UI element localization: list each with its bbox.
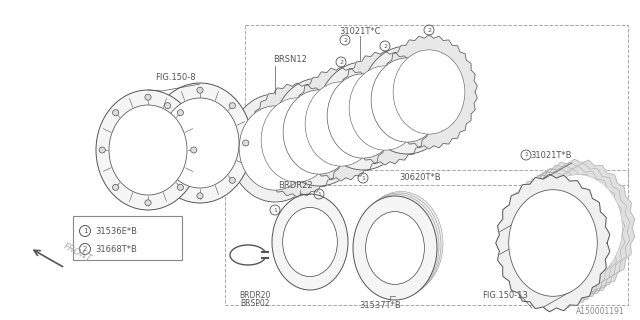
Ellipse shape bbox=[366, 204, 432, 285]
Ellipse shape bbox=[519, 184, 607, 290]
Ellipse shape bbox=[177, 184, 184, 190]
Text: 31536E*B: 31536E*B bbox=[95, 227, 137, 236]
Ellipse shape bbox=[261, 98, 333, 182]
Ellipse shape bbox=[145, 200, 151, 206]
Ellipse shape bbox=[509, 190, 597, 296]
Text: 31021T*B: 31021T*B bbox=[530, 150, 572, 159]
Text: BRDR20: BRDR20 bbox=[239, 291, 271, 300]
Ellipse shape bbox=[524, 181, 612, 287]
Ellipse shape bbox=[197, 193, 203, 199]
Ellipse shape bbox=[283, 207, 337, 276]
Ellipse shape bbox=[327, 74, 399, 158]
Ellipse shape bbox=[353, 196, 437, 300]
Polygon shape bbox=[381, 35, 477, 149]
Ellipse shape bbox=[151, 140, 157, 146]
Ellipse shape bbox=[317, 62, 409, 170]
Ellipse shape bbox=[368, 203, 434, 284]
Text: 1: 1 bbox=[361, 175, 365, 180]
Polygon shape bbox=[516, 162, 630, 300]
Polygon shape bbox=[521, 159, 635, 297]
Ellipse shape bbox=[272, 194, 348, 290]
Ellipse shape bbox=[371, 58, 443, 142]
Ellipse shape bbox=[161, 98, 239, 188]
Polygon shape bbox=[500, 171, 615, 309]
Text: 2: 2 bbox=[427, 28, 431, 33]
Text: 1: 1 bbox=[83, 228, 87, 234]
Ellipse shape bbox=[109, 105, 187, 195]
Text: BRSP02: BRSP02 bbox=[240, 299, 269, 308]
Ellipse shape bbox=[355, 195, 439, 299]
Ellipse shape bbox=[349, 66, 421, 150]
Text: FIG.150-13: FIG.150-13 bbox=[482, 291, 528, 300]
Ellipse shape bbox=[239, 106, 311, 190]
Ellipse shape bbox=[96, 90, 200, 210]
Ellipse shape bbox=[99, 147, 106, 153]
Ellipse shape bbox=[148, 83, 252, 203]
Text: 1: 1 bbox=[317, 191, 321, 196]
Ellipse shape bbox=[197, 87, 203, 93]
Ellipse shape bbox=[229, 94, 321, 202]
Ellipse shape bbox=[529, 178, 617, 284]
Text: A150001191: A150001191 bbox=[577, 308, 625, 316]
Text: 31021T*C: 31021T*C bbox=[339, 28, 381, 36]
Ellipse shape bbox=[113, 184, 119, 190]
Text: 2: 2 bbox=[339, 60, 343, 65]
Text: 30620T*B: 30620T*B bbox=[399, 173, 441, 182]
Ellipse shape bbox=[164, 177, 171, 183]
Polygon shape bbox=[292, 67, 389, 181]
Polygon shape bbox=[506, 168, 620, 306]
Ellipse shape bbox=[361, 46, 453, 154]
Ellipse shape bbox=[164, 103, 171, 109]
Text: 31537T*B: 31537T*B bbox=[359, 300, 401, 309]
Ellipse shape bbox=[364, 206, 430, 287]
Polygon shape bbox=[337, 51, 433, 165]
Text: FRONT: FRONT bbox=[62, 242, 93, 264]
Ellipse shape bbox=[113, 110, 119, 116]
Ellipse shape bbox=[177, 110, 184, 116]
FancyBboxPatch shape bbox=[73, 216, 182, 260]
Text: 1: 1 bbox=[524, 153, 528, 157]
Ellipse shape bbox=[229, 177, 236, 183]
Ellipse shape bbox=[273, 78, 365, 186]
Ellipse shape bbox=[359, 191, 443, 295]
Polygon shape bbox=[511, 165, 625, 303]
Text: 31668T*B: 31668T*B bbox=[95, 244, 137, 253]
Text: 2: 2 bbox=[343, 37, 347, 43]
Text: BRDR22: BRDR22 bbox=[278, 180, 312, 189]
Ellipse shape bbox=[283, 90, 355, 174]
Polygon shape bbox=[249, 83, 345, 197]
Ellipse shape bbox=[365, 212, 424, 284]
Ellipse shape bbox=[305, 82, 377, 166]
Ellipse shape bbox=[145, 94, 151, 100]
Polygon shape bbox=[496, 174, 610, 312]
Text: 1: 1 bbox=[273, 207, 277, 212]
Text: 2: 2 bbox=[383, 44, 387, 49]
Text: FIG.150-8: FIG.150-8 bbox=[155, 74, 195, 83]
Text: BRSN12: BRSN12 bbox=[273, 55, 307, 65]
Ellipse shape bbox=[229, 103, 236, 109]
Ellipse shape bbox=[191, 147, 197, 153]
Ellipse shape bbox=[534, 175, 622, 281]
Ellipse shape bbox=[393, 50, 465, 134]
Text: 2: 2 bbox=[83, 246, 87, 252]
Ellipse shape bbox=[243, 140, 249, 146]
Ellipse shape bbox=[357, 193, 441, 297]
Ellipse shape bbox=[514, 187, 602, 293]
